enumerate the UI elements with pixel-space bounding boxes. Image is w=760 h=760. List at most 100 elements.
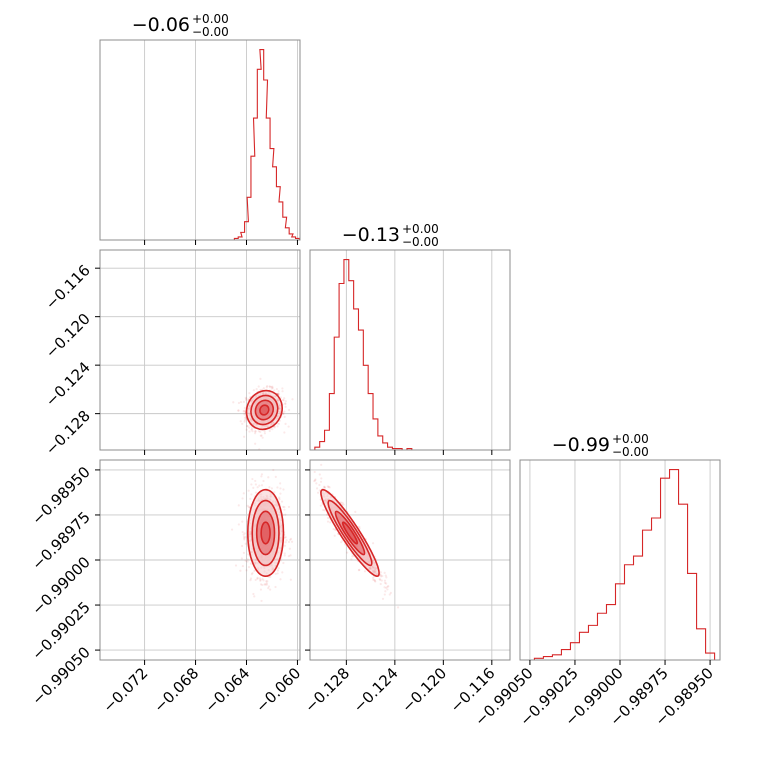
sample-point bbox=[239, 400, 243, 404]
sample-point bbox=[251, 571, 254, 575]
sample-point bbox=[271, 422, 274, 425]
sample-point bbox=[274, 500, 277, 503]
sample-point bbox=[254, 442, 257, 445]
sample-point bbox=[374, 580, 377, 583]
sample-point bbox=[274, 585, 277, 589]
sample-point bbox=[259, 578, 262, 581]
sample-point bbox=[266, 384, 269, 388]
sample-point bbox=[252, 486, 255, 489]
sample-point bbox=[264, 583, 267, 586]
sample-point bbox=[313, 479, 316, 483]
sample-point bbox=[260, 566, 263, 569]
sample-point bbox=[257, 497, 260, 500]
sample-point bbox=[278, 407, 281, 410]
sample-point bbox=[259, 388, 262, 392]
sample-point bbox=[334, 528, 337, 531]
sample-point bbox=[268, 564, 271, 568]
sample-point bbox=[383, 586, 386, 589]
sample-point bbox=[268, 498, 272, 501]
sample-point bbox=[368, 567, 372, 570]
sample-point bbox=[249, 416, 252, 419]
sample-point bbox=[240, 544, 244, 548]
sample-point bbox=[284, 405, 287, 408]
sample-point bbox=[254, 432, 257, 435]
sample-point bbox=[259, 392, 262, 395]
sample-point bbox=[322, 508, 325, 512]
sample-point bbox=[385, 582, 388, 585]
sample-point bbox=[248, 414, 251, 417]
sample-point bbox=[266, 580, 269, 583]
pair-panel-frame bbox=[99, 249, 301, 451]
sample-point bbox=[282, 488, 285, 491]
sample-point bbox=[243, 420, 246, 423]
sample-point bbox=[250, 427, 254, 430]
sample-point bbox=[326, 485, 329, 488]
sample-point bbox=[253, 562, 257, 565]
sample-point bbox=[259, 579, 262, 582]
sample-point bbox=[287, 555, 290, 558]
sample-point bbox=[241, 530, 244, 534]
sample-point bbox=[249, 531, 252, 534]
sample-point bbox=[379, 575, 383, 578]
sample-point bbox=[254, 561, 257, 564]
sample-point bbox=[241, 564, 244, 568]
sample-point bbox=[260, 599, 263, 603]
sample-point bbox=[274, 503, 277, 506]
sample-point bbox=[239, 569, 242, 572]
sample-point bbox=[262, 392, 265, 396]
sample-point bbox=[279, 404, 282, 407]
sample-point bbox=[279, 526, 282, 529]
sample-point bbox=[246, 558, 249, 561]
sample-point bbox=[323, 486, 327, 489]
sample-point bbox=[329, 496, 332, 499]
sample-point bbox=[316, 491, 320, 494]
sample-point bbox=[257, 567, 260, 570]
sample-point bbox=[287, 408, 291, 412]
sample-point bbox=[251, 477, 254, 481]
sample-point bbox=[267, 569, 270, 572]
sample-point bbox=[269, 495, 272, 498]
sample-point bbox=[239, 420, 242, 423]
sample-point bbox=[244, 396, 247, 399]
sample-point bbox=[279, 404, 282, 407]
sample-point bbox=[274, 558, 278, 561]
sample-point bbox=[273, 491, 276, 494]
sample-point bbox=[340, 501, 343, 504]
sample-point bbox=[379, 574, 382, 577]
sample-point bbox=[249, 577, 253, 580]
sample-point bbox=[247, 406, 250, 410]
sample-point bbox=[383, 579, 387, 582]
sample-point bbox=[283, 554, 286, 557]
sample-point bbox=[265, 582, 268, 585]
sample-point bbox=[262, 387, 265, 390]
panel-title-lower: −0.00 bbox=[192, 25, 229, 39]
sample-point bbox=[237, 409, 240, 412]
sample-point bbox=[244, 536, 247, 539]
sample-point bbox=[230, 528, 234, 531]
sample-point bbox=[319, 504, 322, 507]
sample-point bbox=[283, 506, 286, 509]
sample-point bbox=[248, 391, 251, 395]
sample-point bbox=[269, 423, 272, 426]
sample-point bbox=[243, 419, 247, 422]
sample-point bbox=[243, 532, 246, 535]
sample-point bbox=[276, 558, 279, 561]
sample-point bbox=[277, 399, 280, 402]
sample-point bbox=[373, 561, 376, 565]
sample-point bbox=[250, 420, 254, 423]
sample-point bbox=[280, 541, 283, 544]
sample-point bbox=[254, 558, 257, 561]
x-tick-label: −0.072 bbox=[99, 664, 151, 716]
sample-point bbox=[245, 428, 248, 431]
sample-point bbox=[280, 500, 284, 503]
sample-point bbox=[271, 428, 274, 431]
sample-point bbox=[289, 538, 292, 541]
sample-point bbox=[257, 499, 261, 503]
sample-point bbox=[374, 566, 377, 570]
sample-point bbox=[237, 409, 240, 412]
sample-point bbox=[237, 504, 240, 507]
sample-point bbox=[249, 497, 252, 500]
panel-title-value: −0.13 bbox=[342, 224, 400, 246]
sample-point bbox=[262, 392, 265, 395]
sample-point bbox=[369, 567, 372, 570]
